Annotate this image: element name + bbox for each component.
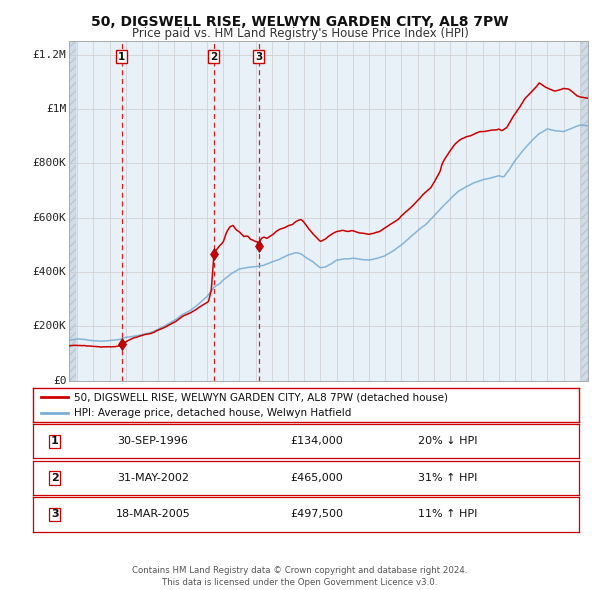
Text: £600K: £600K <box>32 213 67 222</box>
Text: 2: 2 <box>210 51 217 61</box>
Text: 2017: 2017 <box>441 394 450 415</box>
Text: 2021: 2021 <box>506 394 515 415</box>
Text: 50, DIGSWELL RISE, WELWYN GARDEN CITY, AL8 7PW (detached house): 50, DIGSWELL RISE, WELWYN GARDEN CITY, A… <box>74 392 448 402</box>
Text: 2004: 2004 <box>230 394 239 415</box>
Bar <box>69 41 76 381</box>
Text: 2000: 2000 <box>166 394 175 415</box>
Text: 2007: 2007 <box>279 394 288 415</box>
Text: 2022: 2022 <box>522 394 531 415</box>
Text: 2008: 2008 <box>295 394 304 415</box>
Text: £0: £0 <box>53 376 67 385</box>
Bar <box>69 41 76 381</box>
Text: 2010: 2010 <box>328 394 337 415</box>
Text: 3: 3 <box>51 510 59 519</box>
Bar <box>581 41 588 381</box>
Text: 1998: 1998 <box>133 394 142 415</box>
Text: 1994: 1994 <box>68 394 77 415</box>
Text: 1996: 1996 <box>101 394 110 415</box>
Text: £800K: £800K <box>32 159 67 168</box>
Text: 2019: 2019 <box>473 394 482 415</box>
Text: 2012: 2012 <box>360 394 369 415</box>
Text: 18-MAR-2005: 18-MAR-2005 <box>116 510 190 519</box>
Text: 2025: 2025 <box>571 394 580 415</box>
Text: 1995: 1995 <box>85 394 94 415</box>
Text: 2006: 2006 <box>263 394 272 415</box>
Text: £1.2M: £1.2M <box>32 50 67 60</box>
Text: 31% ↑ HPI: 31% ↑ HPI <box>418 473 478 483</box>
Text: 1999: 1999 <box>149 394 158 415</box>
Text: 1997: 1997 <box>117 394 126 415</box>
Text: 30-SEP-1996: 30-SEP-1996 <box>118 437 188 446</box>
Text: Contains HM Land Registry data © Crown copyright and database right 2024.
This d: Contains HM Land Registry data © Crown c… <box>132 566 468 587</box>
Text: 2: 2 <box>51 473 59 483</box>
Text: 2018: 2018 <box>457 394 466 415</box>
Bar <box>581 41 588 381</box>
Text: £497,500: £497,500 <box>290 510 343 519</box>
Text: 2020: 2020 <box>490 394 499 415</box>
Text: 2015: 2015 <box>409 394 418 415</box>
Text: 31-MAY-2002: 31-MAY-2002 <box>117 473 189 483</box>
Text: £200K: £200K <box>32 322 67 331</box>
Text: £465,000: £465,000 <box>290 473 343 483</box>
Text: 3: 3 <box>255 51 263 61</box>
Text: 20% ↓ HPI: 20% ↓ HPI <box>418 437 478 446</box>
Text: 2002: 2002 <box>198 394 207 415</box>
Text: 2016: 2016 <box>425 394 434 415</box>
Text: 2003: 2003 <box>214 394 223 415</box>
Text: £134,000: £134,000 <box>290 437 343 446</box>
Text: 1: 1 <box>51 437 59 446</box>
Text: 2009: 2009 <box>311 394 320 415</box>
Text: 2011: 2011 <box>344 394 353 415</box>
Text: 2001: 2001 <box>182 394 191 415</box>
Text: 2023: 2023 <box>538 394 547 415</box>
Text: 1: 1 <box>118 51 125 61</box>
Text: 2024: 2024 <box>554 394 563 415</box>
Text: £1M: £1M <box>46 104 67 114</box>
Text: £400K: £400K <box>32 267 67 277</box>
Text: 50, DIGSWELL RISE, WELWYN GARDEN CITY, AL8 7PW: 50, DIGSWELL RISE, WELWYN GARDEN CITY, A… <box>91 15 509 29</box>
Text: 2005: 2005 <box>247 394 256 415</box>
Text: HPI: Average price, detached house, Welwyn Hatfield: HPI: Average price, detached house, Welw… <box>74 408 352 418</box>
Text: 11% ↑ HPI: 11% ↑ HPI <box>418 510 478 519</box>
Text: Price paid vs. HM Land Registry's House Price Index (HPI): Price paid vs. HM Land Registry's House … <box>131 27 469 40</box>
Text: 2014: 2014 <box>392 394 401 415</box>
Text: 2013: 2013 <box>376 394 385 415</box>
